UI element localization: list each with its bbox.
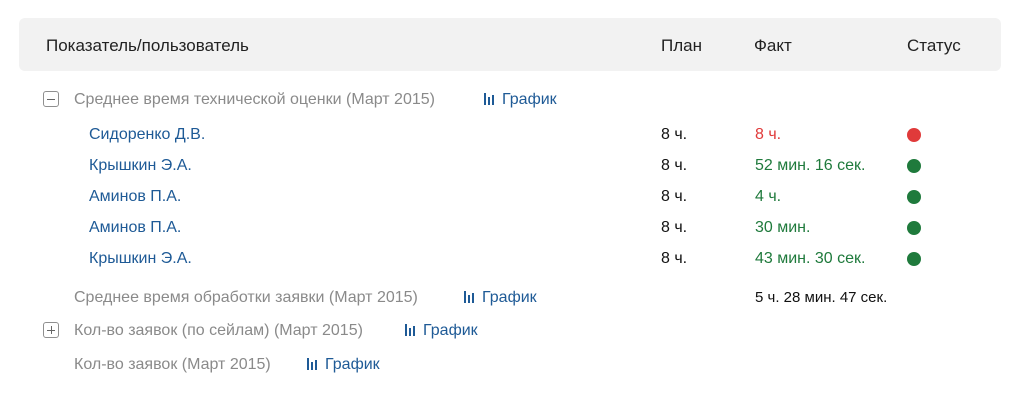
status-green-dot-icon bbox=[907, 252, 921, 266]
user-link[interactable]: Аминов П.А. bbox=[89, 188, 182, 205]
chart-link[interactable]: График bbox=[484, 85, 557, 115]
table-row: Сидоренко Д.В. 8 ч. 8 ч. bbox=[0, 120, 1020, 150]
bar-chart-icon bbox=[307, 357, 320, 370]
fact-value: 30 мин. bbox=[755, 219, 811, 236]
table-row: Аминов П.А. 8 ч. 30 мин. bbox=[0, 213, 1020, 243]
table-header: Показатель/пользователь План Факт Статус bbox=[19, 18, 1001, 71]
table-row: Крышкин Э.А. 8 ч. 52 мин. 16 сек. bbox=[0, 151, 1020, 181]
bar-chart-icon bbox=[484, 92, 497, 105]
group-row-technical-assessment: Среднее время технической оценки (Март 2… bbox=[0, 85, 1020, 115]
user-link[interactable]: Крышкин Э.А. bbox=[89, 157, 192, 174]
table-row: Крышкин Э.А. 8 ч. 43 мин. 30 сек. bbox=[0, 244, 1020, 274]
bar-chart-icon bbox=[405, 323, 418, 336]
plan-value: 8 ч. bbox=[661, 219, 688, 236]
table-row: Аминов П.А. 8 ч. 4 ч. bbox=[0, 182, 1020, 212]
group-title: Кол-во заявок (по сейлам) (Март 2015) bbox=[74, 322, 363, 339]
collapse-icon[interactable] bbox=[43, 91, 59, 107]
plan-value: 8 ч. bbox=[661, 157, 688, 174]
status-red-dot-icon bbox=[907, 128, 921, 142]
status-green-dot-icon bbox=[907, 221, 921, 235]
fact-value: 8 ч. bbox=[755, 126, 782, 143]
fact-value: 52 мин. 16 сек. bbox=[755, 157, 866, 174]
group-row-requests-count: Кол-во заявок (Март 2015) График bbox=[0, 350, 1020, 380]
chart-link[interactable]: График bbox=[307, 350, 380, 380]
chart-link-label: График bbox=[482, 289, 537, 306]
fact-value: 5 ч. 28 мин. 47 сек. bbox=[755, 289, 888, 306]
plan-value: 8 ч. bbox=[661, 188, 688, 205]
header-fact: Факт bbox=[754, 36, 792, 55]
chart-link-label: График bbox=[423, 322, 478, 339]
user-link[interactable]: Крышкин Э.А. bbox=[89, 250, 192, 267]
group-row-request-processing: Среднее время обработки заявки (Март 201… bbox=[0, 283, 1020, 313]
bar-chart-icon bbox=[464, 290, 477, 303]
fact-value: 4 ч. bbox=[755, 188, 782, 205]
status-green-dot-icon bbox=[907, 159, 921, 173]
group-title: Среднее время обработки заявки (Март 201… bbox=[74, 289, 418, 306]
user-link[interactable]: Сидоренко Д.В. bbox=[89, 126, 206, 143]
plan-value: 8 ч. bbox=[661, 250, 688, 267]
plan-value: 8 ч. bbox=[661, 126, 688, 143]
fact-value: 43 мин. 30 сек. bbox=[755, 250, 866, 267]
expand-icon[interactable] bbox=[43, 322, 59, 338]
chart-link[interactable]: График bbox=[405, 316, 478, 346]
header-status: Статус bbox=[907, 36, 961, 55]
group-title: Среднее время технической оценки (Март 2… bbox=[74, 91, 435, 108]
chart-link[interactable]: График bbox=[464, 283, 537, 313]
status-green-dot-icon bbox=[907, 190, 921, 204]
group-row-requests-by-sales: Кол-во заявок (по сейлам) (Март 2015) Гр… bbox=[0, 316, 1020, 346]
chart-link-label: График bbox=[502, 91, 557, 108]
user-link[interactable]: Аминов П.А. bbox=[89, 219, 182, 236]
header-plan: План bbox=[661, 36, 702, 55]
chart-link-label: График bbox=[325, 356, 380, 373]
header-indicator: Показатель/пользователь bbox=[46, 36, 249, 55]
group-title: Кол-во заявок (Март 2015) bbox=[74, 356, 271, 373]
